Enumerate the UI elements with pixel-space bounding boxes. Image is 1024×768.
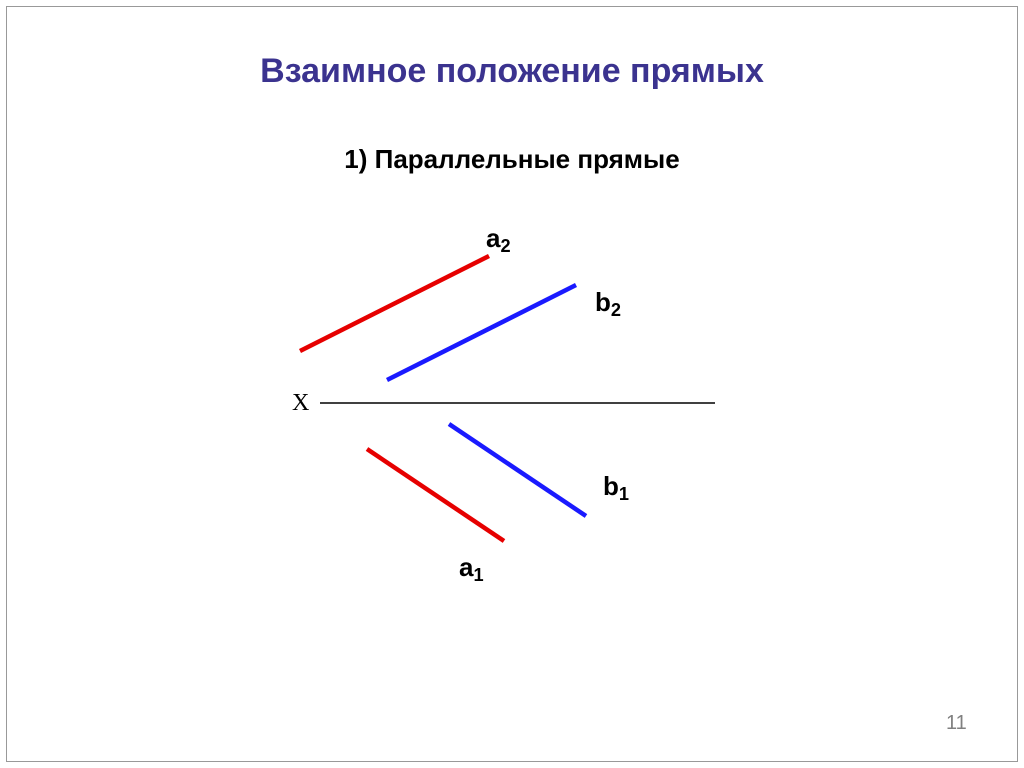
label-base: a [459,552,473,582]
line-a2 [300,256,489,351]
label-subscript: 1 [619,484,629,504]
line-b1 [449,424,586,516]
label-subscript: 2 [611,300,621,320]
x-axis-label: X [292,390,309,417]
label-b2: b2 [595,287,621,318]
label-a1: a1 [459,552,484,583]
diagram-svg [0,0,1024,768]
label-subscript: 2 [500,236,510,256]
page-number: 11 [946,712,967,735]
label-base: b [595,287,611,317]
label-subscript: 1 [473,565,483,585]
line-a1 [367,449,504,541]
label-b1: b1 [603,471,629,502]
line-b2 [387,285,576,380]
label-base: b [603,471,619,501]
label-base: a [486,223,500,253]
label-a2: a2 [486,223,511,254]
